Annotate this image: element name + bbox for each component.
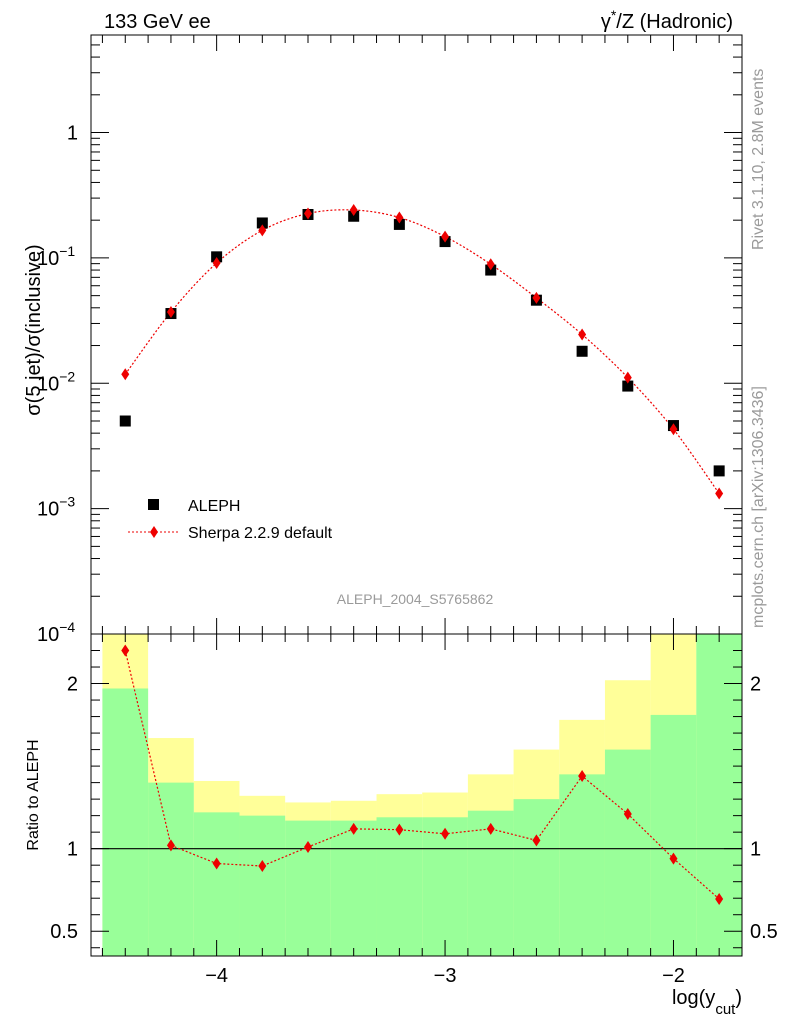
sherpa-point — [258, 224, 267, 237]
sherpa-point — [623, 371, 632, 384]
header-right: γ*/Z (Hadronic) — [601, 7, 733, 33]
bottom-ytick-labels: 0.5 0.5 1 1 2 2 — [50, 674, 778, 944]
analysis-id: ALEPH_2004_S5765862 — [337, 591, 494, 607]
header-left: 133 GeV ee — [104, 11, 211, 33]
ratio-point — [486, 822, 495, 835]
ratio-point — [258, 860, 267, 873]
ratio-series-layer — [121, 644, 724, 906]
aleph-point — [348, 210, 360, 222]
sherpa-point — [486, 258, 495, 271]
sherpa-point — [669, 423, 678, 436]
aleph-point — [393, 218, 405, 230]
sherpa-point — [121, 368, 130, 381]
bottom-ytick-label-right: 0.5 — [750, 921, 778, 943]
bottom-panel-frame — [90, 633, 743, 957]
legend-aleph-label: ALEPH — [188, 498, 240, 515]
ratio-point — [304, 841, 312, 854]
bottom-ytick-label-right: 2 — [750, 674, 761, 696]
sherpa-point — [304, 207, 312, 220]
ratio-band-inner — [696, 634, 742, 956]
aleph-point — [622, 380, 634, 392]
aleph-point — [256, 217, 268, 229]
legend-sherpa-label: Sherpa 2.2.9 default — [188, 525, 333, 542]
ratio-point — [669, 852, 678, 865]
xlabel: log(ycut) — [672, 987, 742, 1018]
xtick-label: −4 — [205, 965, 228, 987]
aleph-point — [576, 345, 588, 357]
ratio-band-inner — [513, 799, 560, 956]
xtick-label: −3 — [434, 965, 457, 987]
sherpa-point — [578, 328, 587, 341]
legend: ALEPH Sherpa 2.2.9 default — [128, 498, 333, 542]
ratio-band-inner — [330, 820, 377, 956]
sherpa-point — [212, 257, 221, 270]
xtick-label: −2 — [662, 965, 685, 987]
ratio-point — [715, 893, 724, 906]
top-ylabel: σ(5 jet)/σ(inclusive) — [23, 244, 45, 415]
ratio-point — [623, 807, 632, 820]
top-series-layer — [119, 204, 725, 500]
bottom-ytick-label-right: 1 — [750, 839, 761, 861]
bottom-ytick-label: 2 — [67, 674, 78, 696]
ratio-band-inner — [239, 815, 286, 956]
top-ytick-label: 10−3 — [37, 494, 75, 521]
top-ytick-label: 1 — [67, 123, 78, 145]
sherpa-point — [532, 291, 541, 304]
aleph-point — [211, 251, 223, 263]
bottom-ytick-label: 1 — [67, 839, 78, 861]
ratio-band-inner — [422, 817, 468, 956]
ratio-point — [121, 644, 130, 657]
ratio-point — [441, 827, 450, 840]
top-panel-frame — [90, 34, 743, 635]
ratio-band-inner — [376, 817, 423, 956]
top-ytick-label: 10−4 — [37, 619, 75, 646]
top-ytick-label: 10−1 — [37, 243, 75, 270]
ratio-band-inner — [559, 774, 605, 956]
ratio-band-inner — [467, 810, 514, 956]
ratio-point — [212, 857, 221, 870]
legend-aleph-marker — [148, 499, 159, 510]
bottom-ylabel: Ratio to ALEPH — [25, 739, 42, 850]
rivet-label: Rivet 3.1.10, 2.8M events — [750, 69, 767, 250]
top-axis-ticks — [91, 34, 743, 635]
ratio-uncertainty-bands — [102, 634, 742, 956]
ratio-band-inner — [193, 812, 240, 956]
ratio-band-inner — [148, 782, 194, 956]
top-ytick-labels: 10−4 10−3 10−2 10−1 1 — [37, 123, 78, 646]
ratio-point — [395, 823, 404, 836]
top-ytick-label: 10−2 — [37, 368, 75, 395]
ratio-point — [166, 839, 175, 852]
bottom-axis-ticks — [91, 633, 743, 956]
ratio-band-inner — [650, 714, 697, 956]
sherpa-point — [441, 230, 450, 243]
ratio-band-inner — [604, 749, 651, 956]
ratio-line — [124, 650, 720, 900]
ratio-point — [578, 770, 587, 783]
sherpa-point — [166, 306, 175, 319]
mcplots-label: mcplots.cern.ch [arXiv:1306.3436] — [750, 386, 767, 628]
bottom-ytick-label: 0.5 — [50, 921, 78, 943]
ratio-point — [532, 834, 541, 847]
ratio-band-inner — [102, 688, 149, 956]
aleph-point — [713, 465, 725, 477]
legend-sherpa-marker — [150, 526, 158, 538]
sherpa-point — [715, 487, 724, 500]
sherpa-point — [395, 211, 404, 224]
sherpa-point — [349, 204, 358, 217]
aleph-point — [119, 415, 131, 427]
ratio-point — [349, 822, 358, 835]
xtick-labels: −4 −3 −2 — [205, 965, 685, 987]
